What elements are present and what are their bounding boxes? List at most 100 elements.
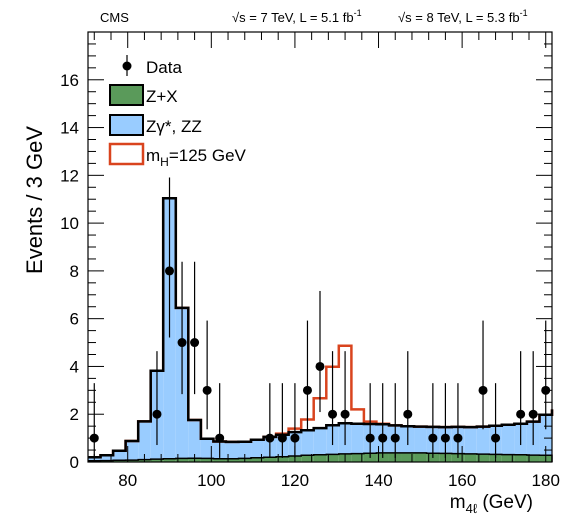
y-tick-label: 4 xyxy=(70,357,79,376)
legend-entry-zx: Z+X xyxy=(109,84,178,106)
zx-bin-bar xyxy=(326,454,339,462)
zx-bin-bar xyxy=(301,455,314,462)
tick-labels: 0 2 4 6 8 10 12 14 16 80 100 120 140 160 180 xyxy=(60,71,560,490)
zx-bin-bar xyxy=(125,460,139,462)
zx-bin-bar xyxy=(213,458,226,462)
zx-bin-bar xyxy=(526,455,540,462)
legend-data-marker xyxy=(122,61,132,71)
legend-label-data: Data xyxy=(146,58,182,77)
data-point xyxy=(365,433,375,443)
data-point xyxy=(516,409,526,419)
zz-bin-bar xyxy=(501,424,515,455)
data-point xyxy=(315,361,325,371)
y-tick-label: 10 xyxy=(60,214,79,233)
x-tick-label: 120 xyxy=(281,471,309,490)
zz-bin-bar xyxy=(351,423,364,454)
zx-bin-bar xyxy=(464,453,477,462)
data-point xyxy=(302,385,312,395)
data-point xyxy=(478,385,488,395)
zx-bin-bar xyxy=(276,456,289,462)
zz-bin-bar xyxy=(138,421,151,460)
zx-bin-bar xyxy=(163,458,176,462)
data-point xyxy=(428,433,438,443)
zz-bin-bar xyxy=(200,438,214,459)
legend: Data Z+X Zγ*, ZZ mH=125 GeV xyxy=(108,55,247,169)
data-point xyxy=(403,409,413,419)
x-axis-title: m4ℓ (GeV) xyxy=(450,492,533,516)
data-point xyxy=(265,433,275,443)
axis-ticks xyxy=(87,31,553,463)
x-tick-label: 180 xyxy=(532,471,560,490)
zx-bin-bar xyxy=(313,454,327,462)
zx-outline xyxy=(88,452,553,462)
data-point xyxy=(165,266,175,276)
legend-entry-data: Data xyxy=(122,55,182,77)
zz-bin-bar xyxy=(113,450,126,461)
data-point xyxy=(190,338,200,348)
zx-bin-bar xyxy=(401,452,415,462)
zx-bin-bar xyxy=(414,452,427,462)
zz-bin-bar xyxy=(125,440,139,461)
x-tick-label: 80 xyxy=(118,471,137,490)
y-tick-label: 14 xyxy=(60,119,79,138)
y-axis-title: Events / 3 GeV xyxy=(22,126,47,274)
energy-lumi-label-7tev: √s = 7 TeV, L = 5.1 fb-1 xyxy=(232,8,362,25)
zx-bin-bar xyxy=(514,454,527,462)
data-point xyxy=(290,433,300,443)
zx-bin-bar xyxy=(351,453,364,462)
zz-bin-bar xyxy=(238,441,252,459)
zx-bin-bar xyxy=(263,457,277,462)
zx-bin-bar xyxy=(225,458,239,462)
zz-bin-bar xyxy=(464,427,477,454)
data-point xyxy=(277,433,287,443)
y-tick-label: 6 xyxy=(70,310,79,329)
legend-entry-zz: Zγ*, ZZ xyxy=(109,114,202,136)
zx-bin-bar xyxy=(200,458,214,462)
data-point xyxy=(340,409,350,419)
legend-label-zz: Zγ*, ZZ xyxy=(146,117,202,136)
chart-header: CMS √s = 7 TeV, L = 5.1 fb-1 √s = 8 TeV,… xyxy=(100,8,528,25)
legend-swatch-signal xyxy=(108,142,145,166)
y-tick-label: 0 xyxy=(70,453,79,472)
plot-area xyxy=(88,32,554,462)
legend-entry-signal: mH=125 GeV xyxy=(108,142,247,169)
zx-bin-bar xyxy=(113,460,126,462)
legend-label-signal: mH=125 GeV xyxy=(146,146,247,169)
zx-bin-bar xyxy=(150,459,164,462)
experiment-label: CMS xyxy=(100,10,129,25)
data-point xyxy=(453,433,463,443)
zz-bin-bar xyxy=(188,419,201,459)
zz-bin-bar xyxy=(313,428,327,455)
zz-bin-bar xyxy=(414,426,427,453)
zz-bin-bar xyxy=(476,426,490,455)
zx-bin-bar xyxy=(251,457,264,462)
zz-bin-bar xyxy=(539,414,552,456)
y-tick-label: 8 xyxy=(70,262,79,281)
data-point xyxy=(390,433,400,443)
legend-label-zx: Z+X xyxy=(146,87,178,106)
data-point xyxy=(152,409,162,419)
zx-bin-bar xyxy=(476,454,490,462)
data-point xyxy=(528,409,538,419)
data-point xyxy=(328,409,338,419)
data-point xyxy=(177,338,187,348)
data-point xyxy=(378,433,388,443)
zx-bin-bar xyxy=(501,454,515,462)
data-point xyxy=(202,385,212,395)
data-point xyxy=(215,433,225,443)
x-tick-label: 160 xyxy=(448,471,476,490)
data-point xyxy=(440,433,450,443)
zx-bin-bar xyxy=(175,458,189,462)
zz-bin-bar xyxy=(225,441,239,459)
zz-total-outline xyxy=(88,197,554,459)
legend-swatch-zz xyxy=(109,114,144,136)
y-tick-label: 16 xyxy=(60,71,79,90)
zz-bin-bar xyxy=(301,430,314,456)
zz-bin-bar xyxy=(100,455,114,461)
zz-bin-bar xyxy=(251,439,264,458)
energy-lumi-label-8tev: √s = 8 TeV, L = 5.3 fb-1 xyxy=(398,8,528,25)
data-point xyxy=(491,433,501,443)
y-tick-label: 12 xyxy=(60,166,79,185)
x-tick-label: 100 xyxy=(197,471,225,490)
